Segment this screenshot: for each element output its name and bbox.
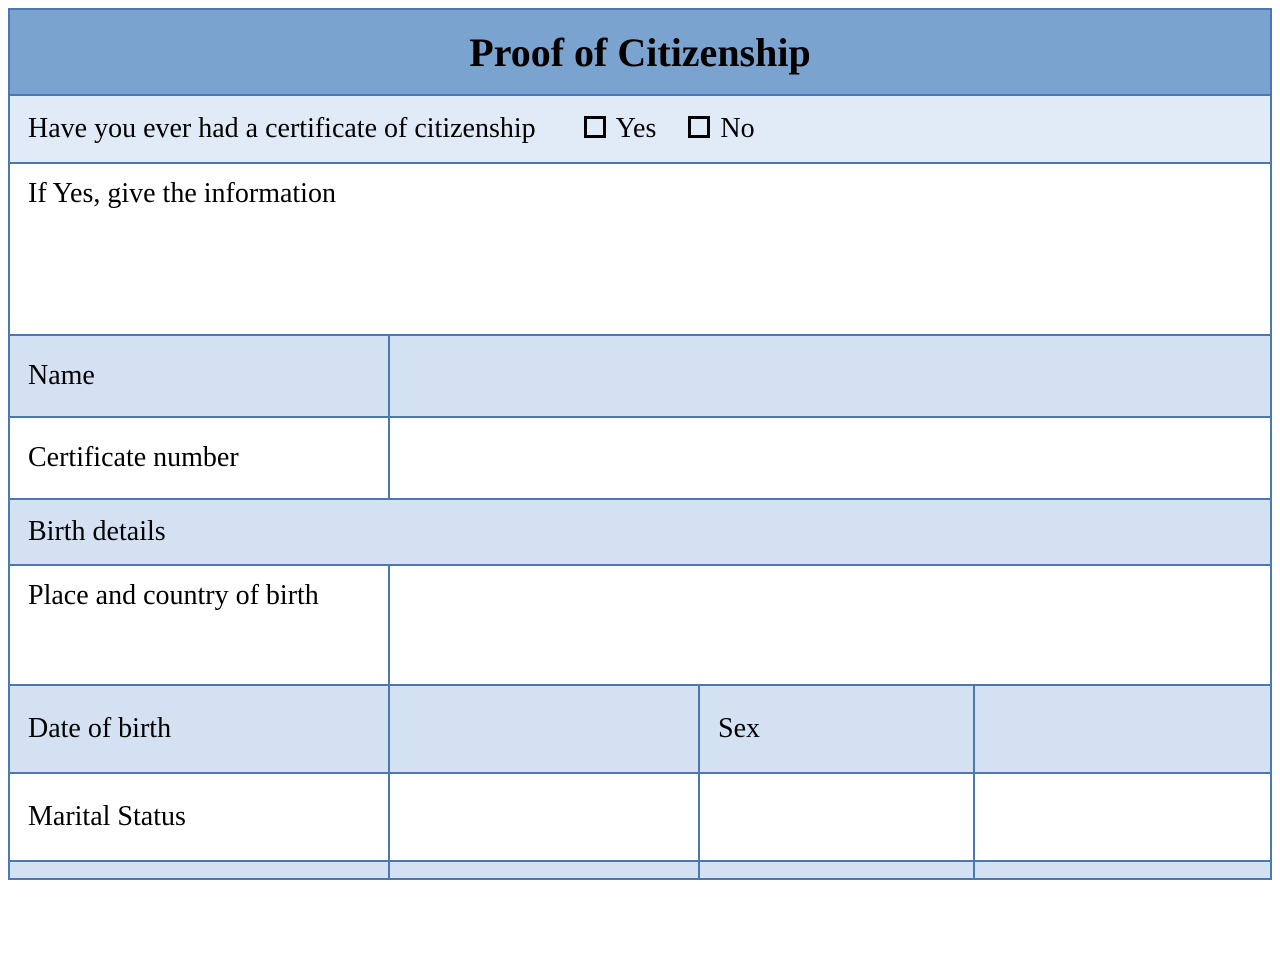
if-yes-row: If Yes, give the information [10,164,1270,336]
marital-status-value-cell-2[interactable] [700,774,975,860]
option-yes-label: Yes [616,113,657,145]
sex-value-cell[interactable] [975,686,1270,772]
sex-label: Sex [718,713,760,745]
dob-label: Date of birth [28,713,171,745]
citizenship-form: Proof of Citizenship Have you ever had a… [8,8,1272,880]
name-label: Name [28,360,95,392]
marital-status-value-cell-1[interactable] [390,774,700,860]
certificate-number-value-cell[interactable] [390,418,1270,498]
stub-cell-2 [390,862,700,878]
form-header: Proof of Citizenship [10,10,1270,96]
if-yes-label: If Yes, give the information [28,178,336,210]
certificate-number-label-cell: Certificate number [10,418,390,498]
place-of-birth-label-cell: Place and country of birth [10,566,390,684]
place-of-birth-value-cell[interactable] [390,566,1270,684]
stub-cell-4 [975,862,1270,878]
sex-label-cell: Sex [700,686,975,772]
birth-details-header: Birth details [28,516,166,548]
checkbox-no[interactable] [688,116,710,138]
dob-sex-row: Date of birth Sex [10,686,1270,774]
certificate-question-row: Have you ever had a certificate of citiz… [10,96,1270,164]
marital-status-row: Marital Status [10,774,1270,862]
stub-cell-3 [700,862,975,878]
name-label-cell: Name [10,336,390,416]
certificate-question-cell: Have you ever had a certificate of citiz… [10,96,1270,162]
name-value-cell[interactable] [390,336,1270,416]
marital-status-value-cell-3[interactable] [975,774,1270,860]
certificate-number-label: Certificate number [28,442,239,474]
stub-cell-1 [10,862,390,878]
marital-status-label: Marital Status [28,801,186,833]
marital-status-label-cell: Marital Status [10,774,390,860]
place-of-birth-label: Place and country of birth [28,580,319,612]
dob-label-cell: Date of birth [10,686,390,772]
birth-details-header-row: Birth details [10,500,1270,566]
dob-value-cell[interactable] [390,686,700,772]
certificate-question-text: Have you ever had a certificate of citiz… [28,113,536,145]
checkbox-yes[interactable] [584,116,606,138]
stub-row [10,862,1270,878]
option-no-label: No [720,113,754,145]
name-row: Name [10,336,1270,418]
place-of-birth-row: Place and country of birth [10,566,1270,686]
certificate-number-row: Certificate number [10,418,1270,500]
if-yes-cell[interactable]: If Yes, give the information [10,164,1270,334]
form-title: Proof of Citizenship [469,29,810,76]
birth-details-header-cell: Birth details [10,500,1270,564]
